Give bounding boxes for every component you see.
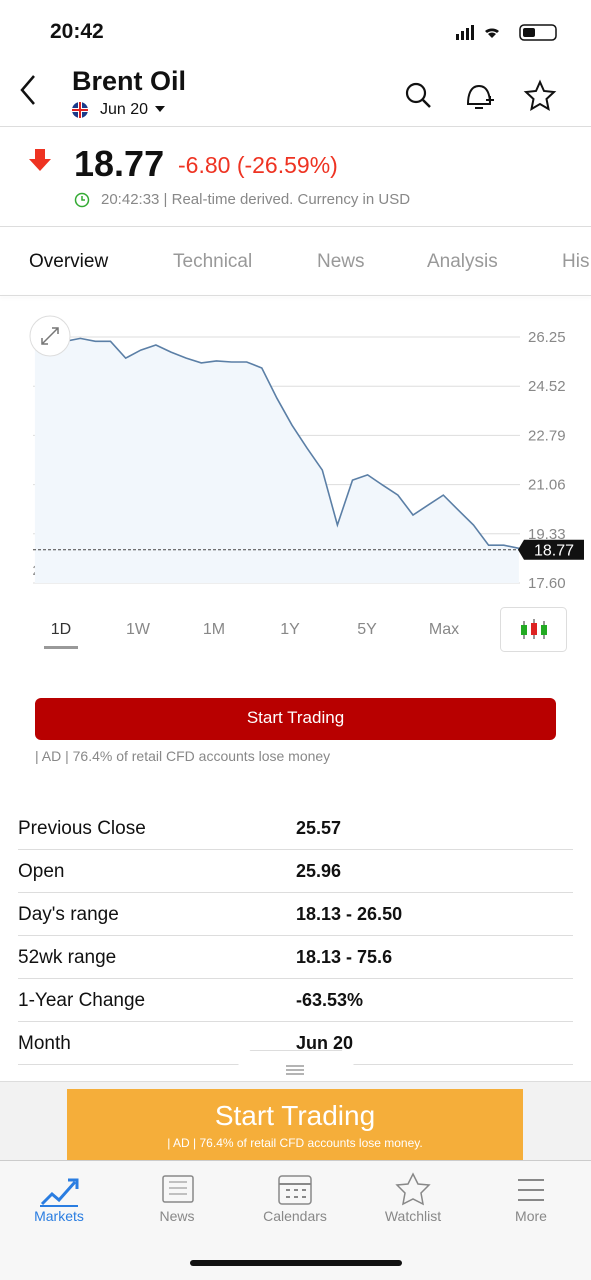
stat-value: 18.13 - 26.50 [296, 904, 403, 924]
status-time: 20:42 [50, 20, 104, 43]
nav-item[interactable]: Calendars [263, 1208, 327, 1224]
back-button[interactable] [14, 72, 44, 108]
row-separator [18, 1021, 573, 1022]
quote-info: 20:42:33 | Real-time derived. Currency i… [101, 191, 411, 208]
row-separator [18, 849, 573, 850]
dropdown-arrow [155, 106, 165, 112]
stat-value: Jun 20 [296, 1033, 354, 1053]
stat-value: 18.13 - 75.6 [296, 947, 393, 967]
home-indicator [190, 1260, 402, 1266]
title: Brent Oil [72, 66, 187, 96]
range-button[interactable]: 1D [50, 621, 72, 638]
range-button[interactable]: 1W [126, 621, 150, 638]
ad-disclaimer: | AD | 76.4% of retail CFD accounts lose… [35, 748, 331, 764]
price: 18.77 [74, 143, 165, 184]
expand-icon [41, 327, 59, 345]
stat-label: Previous Close [18, 818, 146, 839]
last-price-label: 18.77 [534, 543, 574, 560]
range-button[interactable]: 1Y [280, 621, 300, 638]
nav-item[interactable]: Watchlist [384, 1208, 442, 1224]
y-tick-label: 26.25 [528, 329, 566, 346]
clock-icon [74, 192, 90, 208]
stat-label: 1-Year Change [18, 990, 146, 1011]
start-trading-button[interactable]: Start Trading [35, 698, 556, 740]
tab[interactable]: Analysis [427, 251, 498, 272]
candle-toggle[interactable] [500, 607, 567, 652]
y-tick-label: 19.33 [528, 526, 566, 543]
stat-value: 25.57 [296, 818, 342, 838]
range-button[interactable]: 1M [202, 621, 226, 638]
price-line [34, 337, 520, 550]
range-underline [44, 646, 78, 649]
stat-value: -63.53% [296, 990, 364, 1010]
nav-item[interactable]: News [159, 1208, 195, 1224]
y-tick-label: 22.79 [528, 427, 566, 444]
banner[interactable] [67, 1089, 523, 1161]
y-tick-label: 17.60 [528, 575, 566, 592]
y-tick-label: 21.06 [528, 477, 566, 494]
range-button[interactable]: Max [428, 621, 460, 638]
range-button[interactable]: 5Y [357, 621, 377, 638]
tab[interactable]: Overview [29, 251, 109, 272]
row-separator [18, 935, 573, 936]
stat-label: 52wk range [18, 947, 117, 968]
row-separator [18, 892, 573, 893]
row-separator [18, 978, 573, 979]
handle-icon [286, 1065, 304, 1075]
tab[interactable]: Technical [173, 251, 253, 272]
stat-label: Day's range [18, 904, 119, 925]
stat-label: Open [18, 861, 65, 882]
last-price-box [518, 539, 584, 560]
area-fill [34, 338, 519, 583]
y-tick-label: 24.52 [528, 378, 566, 395]
price-chart: 26.2524.5222.7921.0619.3317.6020:4504:15… [29, 315, 584, 592]
status-icons [456, 24, 557, 41]
down-arrow [29, 149, 51, 171]
nav-item[interactable]: Markets [34, 1208, 84, 1224]
banner-note: | AD | 76.4% of retail CFD accounts lose… [167, 1136, 423, 1150]
header-icons[interactable] [402, 78, 572, 114]
banner-title: Start Trading [214, 1100, 376, 1131]
stat-label: Month [18, 1033, 71, 1054]
contract-select[interactable]: Jun 20 [100, 101, 149, 118]
tab[interactable]: His [562, 251, 590, 272]
price-change: -6.80 (-26.59%) [178, 152, 338, 178]
flag [72, 102, 88, 118]
nav-icons [40, 1172, 544, 1207]
stat-value: 25.96 [296, 861, 342, 881]
nav-item[interactable]: More [515, 1208, 547, 1224]
tab[interactable]: News [317, 251, 365, 272]
